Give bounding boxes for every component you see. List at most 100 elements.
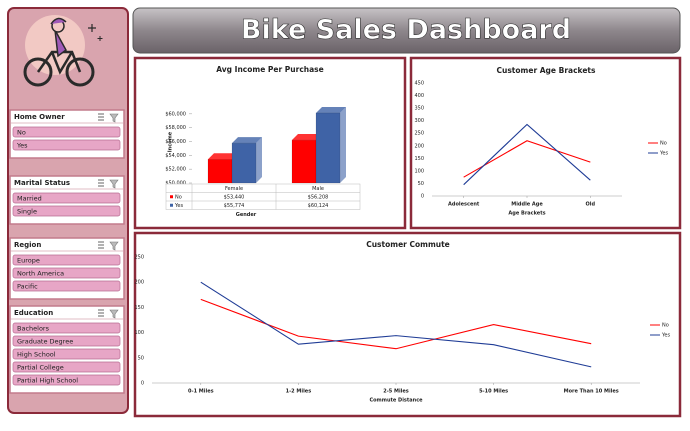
bar-top xyxy=(316,106,346,113)
x-tick-label: More Than 10 Miles xyxy=(564,389,619,395)
clear-filter-button[interactable] xyxy=(109,309,119,319)
multi-select-button[interactable] xyxy=(98,241,104,249)
slicer-item-label[interactable]: Married xyxy=(17,195,42,203)
slicer-item[interactable]: Partial College xyxy=(12,361,121,373)
slicer-item-button[interactable] xyxy=(12,280,121,292)
clear-filter-button[interactable] xyxy=(109,241,119,251)
slicer-item[interactable]: Europe xyxy=(12,254,121,266)
y-tick-label: 150 xyxy=(134,305,144,311)
table-value: $53,440 xyxy=(224,194,245,200)
slicer-item-button[interactable] xyxy=(12,139,121,151)
x-tick-label: Male xyxy=(312,186,324,192)
slicer: Marital Status Married Single xyxy=(9,175,125,225)
slicer-item-button[interactable] xyxy=(12,205,121,217)
slicer-item-label[interactable]: Europe xyxy=(17,257,40,265)
slicer-item-label[interactable]: Partial College xyxy=(17,364,64,372)
bar-top xyxy=(232,137,262,144)
slicer-item[interactable]: Pacific xyxy=(12,280,121,292)
multi-select-button[interactable] xyxy=(98,309,104,317)
slicer-item-label[interactable]: Partial High School xyxy=(17,377,78,385)
slicer-item[interactable]: Single xyxy=(12,205,121,217)
slicer-item-label[interactable]: Yes xyxy=(16,142,28,150)
slicer-item-button[interactable] xyxy=(12,126,121,138)
bar-top xyxy=(292,134,322,141)
y-tick-label: $56,000 xyxy=(165,139,186,145)
line-series xyxy=(463,123,591,186)
y-tick-label: 150 xyxy=(414,156,424,162)
slicer-item-label[interactable]: Pacific xyxy=(17,283,38,291)
x-tick-label: Old xyxy=(586,202,596,208)
slicer-item-button[interactable] xyxy=(12,267,121,279)
slicer-title: Region xyxy=(14,241,41,249)
slicer-item[interactable]: North America xyxy=(12,267,121,279)
slicer-item-button[interactable] xyxy=(12,192,121,204)
y-tick-label: 250 xyxy=(414,131,424,137)
clear-filter-button[interactable] xyxy=(109,113,119,123)
bar-top xyxy=(208,153,238,160)
table-value: $60,124 xyxy=(308,203,329,209)
legend-label: Yes xyxy=(174,203,183,209)
x-tick-label: 2-5 Miles xyxy=(383,389,409,395)
y-tick-label: 0 xyxy=(421,194,424,200)
multi-select-button[interactable] xyxy=(98,179,104,187)
bar-side xyxy=(340,106,346,183)
slicer-item[interactable]: Yes xyxy=(12,139,121,151)
x-axis-title: Commute Distance xyxy=(369,398,423,404)
chart-title: Avg Income Per Purchase xyxy=(216,65,323,74)
slicer-item-label[interactable]: No xyxy=(17,129,26,137)
slicer-item[interactable]: Partial High School xyxy=(12,374,121,386)
y-tick-label: 100 xyxy=(414,168,424,174)
slicer-item[interactable]: Married xyxy=(12,192,121,204)
x-tick-label: Adolescent xyxy=(448,202,480,208)
legend-label: Yes xyxy=(661,333,670,339)
y-tick-label: 0 xyxy=(141,381,144,387)
y-tick-label: 450 xyxy=(414,81,424,87)
slicer-item-label[interactable]: North America xyxy=(17,270,64,278)
line-series xyxy=(200,281,592,368)
slicer-item-button[interactable] xyxy=(12,374,121,386)
y-tick-label: 50 xyxy=(138,355,144,361)
x-tick-label: 5-10 Miles xyxy=(479,389,508,395)
slicer-item[interactable]: Bachelors xyxy=(12,322,121,334)
y-tick-label: $52,000 xyxy=(165,167,186,173)
slicer-item-label[interactable]: Graduate Degree xyxy=(17,338,73,346)
legend-key xyxy=(170,203,173,207)
dashboard-title: Bike Sales Dashboard xyxy=(241,15,571,46)
multi-select-button[interactable] xyxy=(98,113,104,121)
table-value: $55,774 xyxy=(224,203,245,209)
slicer-item[interactable]: Graduate Degree xyxy=(12,335,121,347)
x-tick-label: Female xyxy=(225,186,243,192)
slicer-item[interactable]: High School xyxy=(12,348,121,360)
y-tick-label: 200 xyxy=(414,143,424,149)
y-tick-label: 50 xyxy=(418,181,424,187)
slicer-item-button[interactable] xyxy=(12,361,121,373)
y-tick-label: $58,000 xyxy=(165,125,186,131)
y-tick-label: $60,000 xyxy=(165,111,186,117)
slicer-item-button[interactable] xyxy=(12,348,121,360)
slicer-item-label[interactable]: High School xyxy=(17,351,56,359)
legend-label: No xyxy=(660,141,667,147)
table-value: $56,208 xyxy=(308,194,329,200)
slicer-item-label[interactable]: Single xyxy=(17,208,37,216)
chart-panel xyxy=(133,231,682,418)
slicer-title: Home Owner xyxy=(14,113,65,121)
chart-panel xyxy=(409,56,682,230)
slicer: Region Europe North America Pacific xyxy=(9,237,125,300)
slicer-item-button[interactable] xyxy=(12,322,121,334)
y-axis-title: Income xyxy=(168,131,174,152)
title-banner xyxy=(132,7,681,54)
slicer-item-button[interactable] xyxy=(12,254,121,266)
x-axis-title: Gender xyxy=(236,212,257,218)
legend-label: Yes xyxy=(659,151,668,157)
y-tick-label: 250 xyxy=(134,255,144,261)
clear-filter-button[interactable] xyxy=(109,179,119,189)
x-tick-label: 0-1 Miles xyxy=(188,389,214,395)
slicer-item-button[interactable] xyxy=(12,335,121,347)
y-tick-label: 200 xyxy=(134,280,144,286)
slicer-item-label[interactable]: Bachelors xyxy=(17,325,50,333)
data-table xyxy=(165,183,361,210)
slicer-item[interactable]: No xyxy=(12,126,121,138)
legend-label: No xyxy=(662,323,669,329)
